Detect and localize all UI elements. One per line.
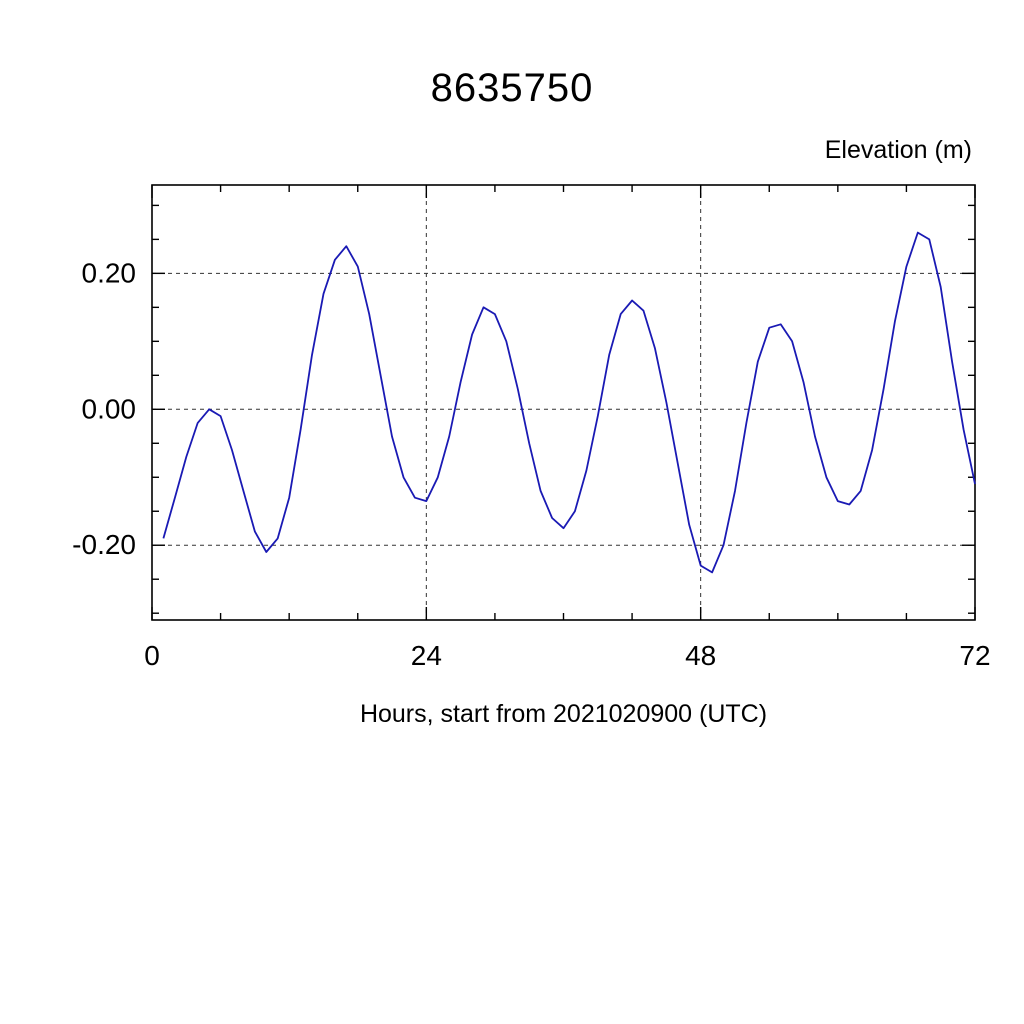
chart-title: 8635750 bbox=[430, 66, 594, 110]
x-tick-label: 48 bbox=[685, 640, 716, 671]
x-tick-label: 0 bbox=[144, 640, 160, 671]
y-tick-label: -0.20 bbox=[72, 529, 136, 560]
x-tick-label: 24 bbox=[411, 640, 442, 671]
x-axis-title: Hours, start from 2021020900 (UTC) bbox=[359, 700, 768, 728]
y-tick-label: 0.20 bbox=[82, 257, 137, 288]
plot-frame bbox=[151, 184, 976, 621]
y-axis-title: Elevation (m) bbox=[824, 136, 972, 164]
elevation-series-line bbox=[162, 231, 976, 574]
x-tick-label: 72 bbox=[959, 640, 990, 671]
y-tick-label: 0.00 bbox=[82, 393, 137, 424]
